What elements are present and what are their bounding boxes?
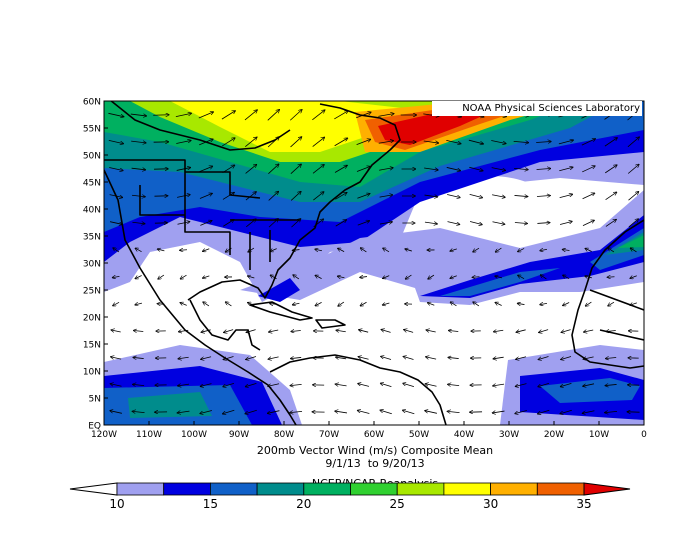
map-title: 200mb Vector Wind (m/s) Composite Mean bbox=[257, 444, 493, 457]
colorbar-segment bbox=[491, 483, 538, 495]
colorbar-segment bbox=[257, 483, 304, 495]
lon-label: 10W bbox=[589, 430, 609, 440]
colorbar-label: 20 bbox=[296, 497, 311, 511]
lat-label: 45N bbox=[83, 179, 101, 189]
colorbar-over bbox=[584, 483, 630, 495]
colorbar-under bbox=[70, 483, 117, 495]
colorbar-segment bbox=[537, 483, 584, 495]
lat-label: 15N bbox=[83, 341, 101, 351]
lon-label: 100W bbox=[181, 430, 207, 440]
colorbar: 10 15 20 25 30 35 bbox=[70, 483, 630, 511]
lat-label: 60N bbox=[83, 98, 101, 108]
colorbar-label: 25 bbox=[390, 497, 405, 511]
lat-label: 25N bbox=[83, 287, 101, 297]
lon-label: 60W bbox=[364, 430, 384, 440]
lat-label: 40N bbox=[83, 206, 101, 216]
lat-label: 30N bbox=[83, 260, 101, 270]
lon-label: 0 bbox=[641, 430, 647, 440]
colorbar-label: 10 bbox=[109, 497, 124, 511]
colorbar-segment bbox=[117, 483, 164, 495]
wind-shading bbox=[104, 101, 644, 425]
lat-label: 20N bbox=[83, 314, 101, 324]
colorbar-label: 30 bbox=[483, 497, 498, 511]
lon-label: 110W bbox=[136, 430, 162, 440]
colorbar-segment bbox=[444, 483, 491, 495]
colorbar-segment bbox=[164, 483, 211, 495]
lat-label: 50N bbox=[83, 152, 101, 162]
lon-label: 40W bbox=[454, 430, 474, 440]
credit: NOAA Physical Sciences Laboratory bbox=[462, 103, 640, 114]
colorbar-label: 15 bbox=[203, 497, 218, 511]
lon-label: 120W bbox=[91, 430, 117, 440]
lon-label: 70W bbox=[319, 430, 339, 440]
colorbar-segment bbox=[304, 483, 351, 495]
lat-label: 35N bbox=[83, 233, 101, 243]
colorbar-segment bbox=[351, 483, 398, 495]
lon-label: 30W bbox=[499, 430, 519, 440]
lat-label: 5N bbox=[89, 395, 101, 405]
wind-arrow bbox=[473, 277, 480, 278]
colorbar-label: 35 bbox=[576, 497, 591, 511]
colorbar-segment bbox=[397, 483, 444, 495]
lon-label: 90W bbox=[229, 430, 249, 440]
lon-label: 50W bbox=[409, 430, 429, 440]
lat-label: 55N bbox=[83, 125, 101, 135]
lon-label: 80W bbox=[274, 430, 294, 440]
lon-label: 20W bbox=[544, 430, 564, 440]
date-range: 9/1/13 to 9/20/13 bbox=[325, 457, 424, 470]
lat-label: 10N bbox=[83, 368, 101, 378]
colorbar-segment bbox=[210, 483, 257, 495]
